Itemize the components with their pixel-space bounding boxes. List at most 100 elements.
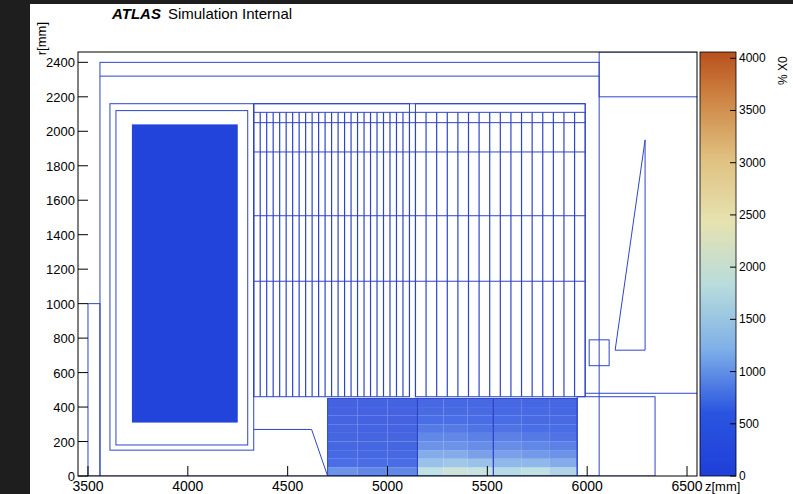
outline	[599, 52, 697, 97]
plate	[402, 112, 403, 396]
cell	[521, 467, 549, 476]
y-tick	[78, 131, 88, 132]
y-tick-label: 1400	[46, 228, 75, 243]
plate	[337, 112, 338, 396]
colorbar-tick	[730, 371, 736, 372]
plate	[532, 112, 533, 396]
plate	[468, 112, 469, 396]
cell	[493, 398, 521, 407]
outline	[328, 398, 418, 476]
cell	[493, 416, 521, 425]
x-tick	[487, 466, 488, 476]
plate	[500, 112, 501, 396]
cell	[417, 407, 443, 416]
cell	[328, 424, 358, 433]
cell	[388, 398, 418, 407]
plate	[436, 112, 437, 396]
x-tick-label: 3500	[72, 478, 103, 494]
cell	[443, 467, 467, 476]
cell	[358, 467, 388, 476]
x-tick	[87, 466, 88, 476]
cell	[388, 433, 418, 442]
cell	[443, 416, 467, 425]
cell	[358, 416, 388, 425]
y-tick-label: 0	[68, 469, 75, 484]
plate	[299, 112, 300, 396]
cell	[388, 459, 418, 468]
outline-line	[254, 281, 585, 282]
colorbar-tick	[730, 58, 736, 59]
cell	[549, 442, 577, 451]
cell	[493, 442, 521, 451]
cell	[443, 450, 467, 459]
cell	[443, 424, 467, 433]
cell	[388, 424, 418, 433]
y-tick-label: 600	[53, 366, 75, 381]
subtitle: Simulation Internal	[168, 5, 292, 22]
cell	[328, 416, 358, 425]
outline-line	[254, 429, 312, 430]
cell	[388, 467, 418, 476]
colorbar-label: % X0	[776, 56, 790, 85]
colorbar-tick-label: 500	[739, 417, 759, 431]
cell	[493, 467, 521, 476]
y-tick	[78, 269, 88, 270]
y-tick-label: 800	[53, 331, 75, 346]
colorbar-tick	[730, 267, 736, 268]
y-tick	[78, 62, 88, 63]
x-tick-label: 4500	[272, 478, 303, 494]
plate	[376, 112, 377, 396]
y-tick	[78, 303, 88, 304]
x-tick-label: 4000	[172, 478, 203, 494]
cell	[328, 398, 358, 407]
cell	[328, 467, 358, 476]
x-tick-label: 5000	[372, 478, 403, 494]
cell	[443, 459, 467, 468]
cell	[549, 407, 577, 416]
plate	[318, 112, 319, 396]
outline	[415, 104, 585, 397]
plate	[279, 112, 280, 396]
cell	[467, 407, 493, 416]
plate	[396, 112, 397, 396]
cell	[443, 398, 467, 407]
y-tick-label: 1800	[46, 159, 75, 174]
plate	[521, 112, 522, 396]
plot-area	[88, 52, 697, 476]
outline-line	[585, 393, 697, 394]
y-tick-label: 1600	[46, 193, 75, 208]
plate	[389, 112, 390, 396]
x-tick	[187, 466, 188, 476]
cell	[521, 407, 549, 416]
cell	[417, 459, 443, 468]
y-tick-label: 400	[53, 400, 75, 415]
plate	[266, 112, 267, 396]
cell	[443, 407, 467, 416]
outline	[493, 398, 577, 476]
colorbar-tick-label: 4000	[739, 51, 766, 65]
cell	[521, 433, 549, 442]
y-tick-label: 2000	[46, 124, 75, 139]
title: ATLAS	[111, 5, 161, 22]
outline-line	[645, 140, 646, 350]
cell	[417, 416, 443, 425]
x-tick	[387, 466, 388, 476]
plate	[370, 112, 371, 396]
outline-line	[312, 429, 328, 476]
outline-line	[615, 140, 645, 350]
plate	[563, 112, 564, 396]
colorbar-tick-label: 3500	[739, 103, 766, 117]
x-tick	[587, 466, 588, 476]
cell	[521, 442, 549, 451]
outline	[254, 104, 410, 397]
cell	[328, 442, 358, 451]
cell	[388, 407, 418, 416]
cell	[493, 459, 521, 468]
plate	[425, 112, 426, 396]
y-tick	[78, 96, 88, 97]
cell	[358, 398, 388, 407]
frame	[78, 52, 697, 476]
cell	[467, 424, 493, 433]
y-axis-title: r[mm]	[34, 22, 49, 55]
colorbar-tick	[730, 110, 736, 111]
